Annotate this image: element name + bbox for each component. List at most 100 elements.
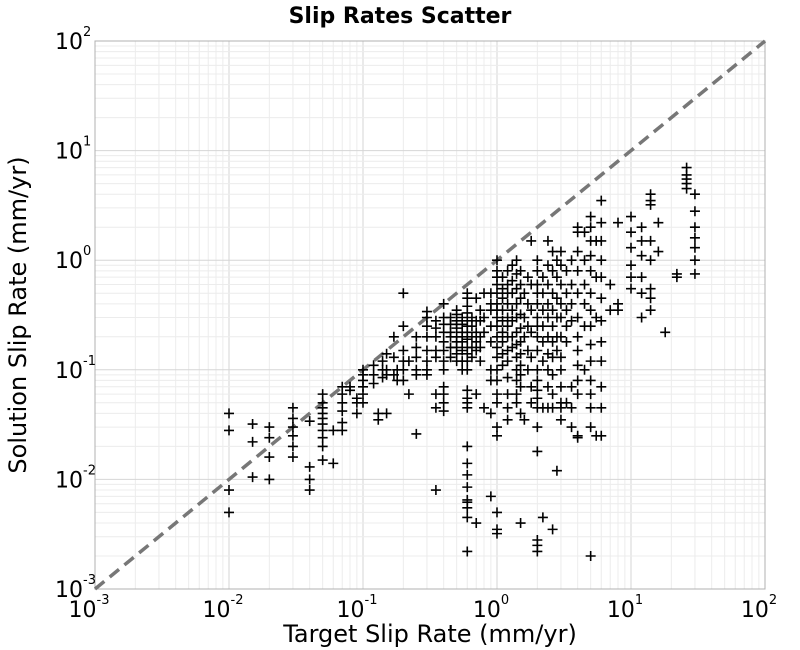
data-point — [689, 189, 700, 200]
y-tick-label: 100 — [55, 244, 91, 274]
data-point — [522, 321, 533, 332]
data-point — [502, 414, 513, 425]
data-point — [689, 232, 700, 243]
data-point — [522, 298, 533, 309]
data-point — [547, 369, 558, 380]
data-point — [626, 211, 636, 222]
data-point — [526, 352, 537, 363]
data-point — [526, 327, 537, 338]
data-point — [542, 279, 553, 290]
data-point — [585, 222, 596, 233]
data-point — [492, 507, 502, 518]
data-point — [645, 293, 656, 304]
data-point — [596, 356, 607, 367]
data-point — [579, 279, 590, 290]
data-point — [532, 279, 543, 290]
data-point — [462, 402, 473, 413]
data-point — [471, 293, 482, 304]
data-point — [579, 227, 590, 238]
data-point — [532, 345, 543, 356]
data-point — [653, 246, 664, 257]
data-point — [497, 305, 508, 316]
data-point — [388, 331, 399, 342]
data-point — [526, 397, 537, 408]
data-point — [542, 312, 553, 323]
data-point — [511, 375, 522, 386]
data-point — [566, 279, 577, 290]
data-point — [561, 397, 572, 408]
data-point — [542, 381, 553, 392]
data-point — [572, 389, 583, 400]
data-point — [561, 336, 572, 347]
data-point — [572, 312, 583, 323]
data-point — [497, 272, 508, 283]
chart-title: Slip Rates Scatter — [289, 4, 512, 29]
data-point — [421, 356, 432, 367]
data-point — [689, 242, 700, 253]
data-point — [462, 469, 473, 480]
data-point — [522, 345, 533, 356]
y-tick-label: 10-2 — [55, 463, 96, 493]
data-point — [596, 235, 607, 246]
data-point — [411, 369, 422, 380]
data-point — [462, 364, 473, 375]
data-point — [596, 402, 607, 413]
data-point — [492, 352, 502, 363]
data-point — [532, 331, 543, 342]
data-point — [462, 512, 473, 523]
data-point — [526, 381, 537, 392]
data-point — [492, 321, 502, 332]
data-point — [264, 474, 275, 485]
data-point — [561, 305, 572, 316]
data-point — [421, 331, 432, 342]
data-point — [537, 321, 548, 332]
data-point — [555, 381, 566, 392]
plot-frame — [94, 40, 766, 590]
data-point — [645, 199, 656, 210]
data-point — [547, 321, 558, 332]
data-point — [537, 272, 548, 283]
data-point — [537, 336, 548, 347]
data-point — [547, 305, 558, 316]
data-point — [542, 364, 553, 375]
data-point — [403, 389, 414, 400]
data-point — [287, 452, 298, 463]
data-point — [585, 305, 596, 316]
data-point — [547, 389, 558, 400]
data-point — [451, 323, 462, 334]
data-point — [596, 195, 607, 206]
data-point — [479, 327, 490, 338]
data-point — [492, 397, 502, 408]
data-point — [398, 345, 409, 356]
data-point — [398, 375, 409, 386]
data-point — [515, 518, 526, 529]
data-point — [519, 414, 530, 425]
x-tick-label: 10-3 — [69, 593, 110, 623]
data-point — [566, 255, 577, 266]
data-point — [572, 375, 583, 386]
data-point — [430, 331, 441, 342]
data-point — [492, 375, 502, 386]
data-point — [317, 432, 328, 443]
data-point — [462, 458, 473, 469]
data-point — [485, 408, 496, 419]
data-point — [457, 345, 468, 356]
data-point — [653, 217, 664, 228]
data-point — [626, 242, 636, 253]
data-point — [572, 265, 583, 276]
data-point — [511, 389, 522, 400]
x-tick-label: 10-2 — [203, 593, 244, 623]
data-point — [572, 331, 583, 342]
data-point — [515, 336, 526, 347]
data-point — [287, 422, 298, 433]
data-point — [522, 364, 533, 375]
data-point — [579, 364, 590, 375]
data-point — [532, 546, 543, 557]
data-point — [328, 458, 339, 469]
grid — [94, 41, 765, 590]
data-point — [388, 352, 399, 363]
data-point — [492, 430, 502, 441]
data-point — [547, 524, 558, 535]
